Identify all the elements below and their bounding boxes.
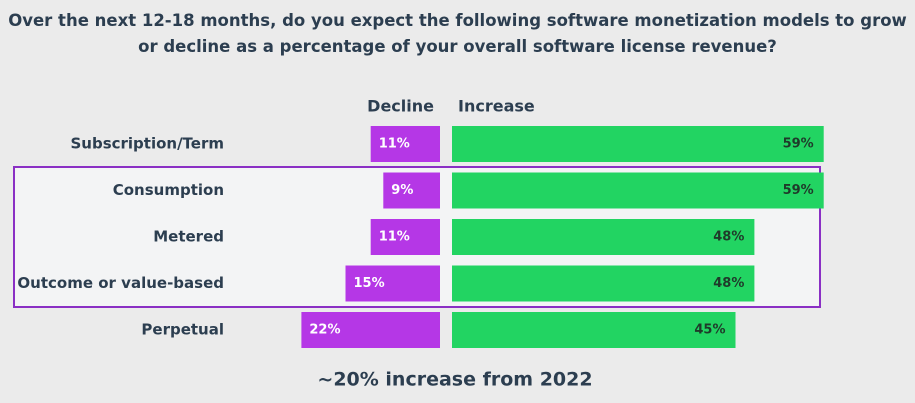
bar [345,265,440,302]
value-label: 11% [379,230,410,245]
value-label: 22% [309,323,340,338]
bar [452,265,755,302]
category-label: Outcome or value-based [17,274,224,292]
bar [452,172,824,209]
annotation: ~20% increase from 2022 [317,369,592,391]
value-label: 9% [391,183,413,198]
legend-label: Decline [367,97,434,116]
bar [301,312,440,348]
value-label: 11% [379,137,410,152]
value-label: 48% [713,276,744,291]
bar [370,219,440,255]
chart-title: Over the next 12-18 months, do you expec… [8,11,907,56]
value-label: 48% [713,230,744,245]
category-label: Perpetual [141,321,224,339]
bar [452,126,824,162]
category-label: Consumption [113,181,224,199]
value-label: 59% [783,183,814,198]
category-label: Subscription/Term [70,135,224,153]
value-label: 45% [694,323,725,338]
legend-label: Increase [458,97,535,116]
category-label: Metered [153,228,224,246]
bar [452,312,736,348]
bar [383,172,440,209]
bar [370,126,440,162]
value-label: 15% [354,276,385,291]
value-label: 59% [783,137,814,152]
bar [452,219,755,255]
